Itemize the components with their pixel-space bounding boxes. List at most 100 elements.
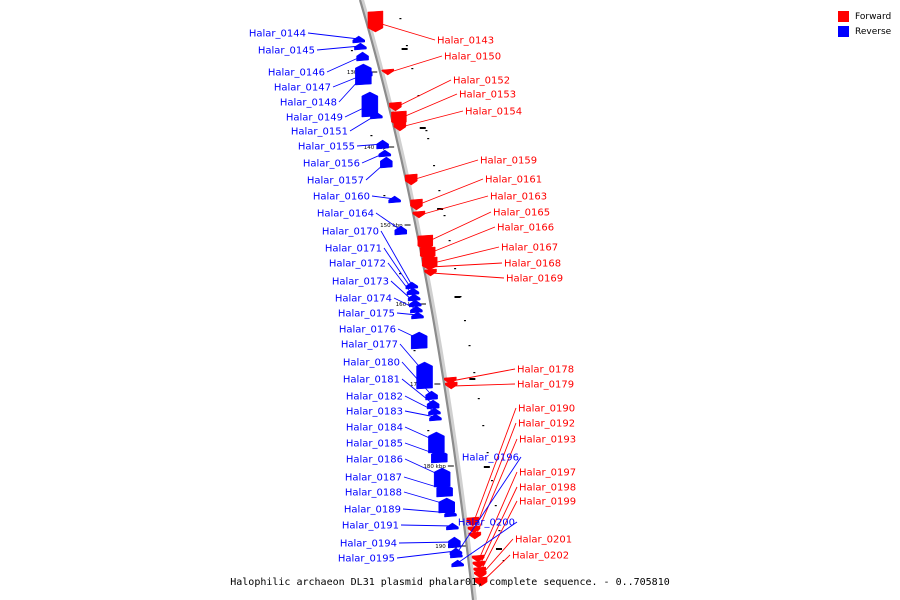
leader-line [307, 32, 359, 40]
gene-label: Halar_0177 [341, 340, 398, 351]
gene-feature [388, 195, 401, 204]
gene-label: Halar_0201 [515, 535, 572, 546]
gene-label: Halar_0147 [274, 83, 331, 94]
scale-tick-label: 140 kbp [364, 145, 387, 151]
gene-label: Halar_0180 [343, 358, 400, 369]
leader-line [457, 521, 518, 564]
leader-line [424, 211, 492, 244]
gene-label: Halar_0199 [519, 497, 576, 508]
gene-label: Halar_0188 [345, 488, 402, 499]
gene-label: Halar_0175 [338, 309, 395, 320]
gene-label: Halar_0186 [346, 455, 403, 466]
minor-dot [443, 215, 446, 217]
gene-feature [381, 68, 395, 76]
minor-dash [419, 127, 426, 129]
gene-feature [378, 149, 392, 158]
leader-line [404, 458, 445, 478]
scale-tick-label: 180 kbp [423, 464, 446, 470]
leader-line [480, 500, 518, 572]
gene-label: Halar_0169 [506, 274, 563, 285]
plasmid-backbone [358, 0, 475, 600]
minor-dot [370, 135, 373, 137]
gene-label: Halar_0174 [335, 294, 392, 305]
gene-label: Halar_0153 [459, 90, 516, 101]
legend-label-reverse: Reverse [855, 26, 892, 37]
leader-line [478, 471, 518, 560]
minor-dot [413, 350, 416, 352]
leader-line [403, 476, 447, 491]
minor-dot [433, 165, 436, 167]
gene-label: Halar_0146 [268, 68, 325, 79]
minor-dot [477, 398, 480, 400]
leader-line [479, 486, 518, 566]
gene-label: Halar_0192 [518, 419, 575, 430]
gene-label: Halar_0190 [518, 404, 575, 415]
gene-label: Halar_0163 [490, 192, 547, 203]
leader-line [393, 297, 417, 310]
leader-line [452, 383, 516, 387]
minor-dash [401, 48, 408, 50]
gene-feature [426, 399, 440, 410]
gene-label: Halar_0191 [342, 521, 399, 532]
leader-line [387, 262, 415, 298]
gene-label: Halar_0193 [519, 435, 576, 446]
gene-feature [424, 268, 437, 277]
minor-dot [486, 452, 489, 454]
gene-feature [446, 522, 459, 531]
leader-line [398, 541, 455, 544]
gene-label: Halar_0149 [286, 113, 343, 124]
gene-feature [356, 51, 369, 62]
minor-dot [468, 345, 471, 347]
leader-line [481, 554, 511, 583]
leader-line [361, 152, 385, 164]
gene-label: Halar_0165 [493, 208, 550, 219]
leader-line [456, 456, 522, 555]
gene-label: Halar_0145 [258, 46, 315, 57]
minor-dash [454, 296, 461, 298]
gene-label: Halar_0166 [497, 223, 554, 234]
leader-line [419, 195, 489, 216]
gene-label: Halar_0187 [345, 473, 402, 484]
minor-dot [438, 190, 441, 192]
gene-label: Halar_0161 [485, 175, 542, 186]
gene-label: Halar_0155 [298, 142, 355, 153]
gene-label: Halar_0198 [519, 483, 576, 494]
gene-feature [433, 467, 451, 488]
gene-feature [406, 287, 420, 296]
gene-feature [444, 376, 457, 385]
leader-line [399, 343, 427, 376]
leader-line [356, 143, 383, 147]
gene-label: Halar_0183 [346, 407, 403, 418]
gene-label: Halar_0150 [444, 52, 501, 63]
minor-dot [427, 138, 430, 140]
minor-dot [405, 45, 408, 47]
gene-label: Halar_0156 [303, 159, 360, 170]
leader-line [417, 178, 484, 206]
leader-line [396, 312, 418, 316]
legend-item-forward: Forward [838, 9, 891, 24]
legend: Forward Reverse [838, 9, 891, 39]
gene-label: Halar_0172 [329, 259, 386, 270]
feature-layer [352, 10, 488, 587]
leader-line [371, 195, 395, 200]
leader-line [430, 262, 503, 268]
leader-line [390, 280, 416, 304]
gene-label: Halar_0159 [480, 156, 537, 167]
gene-label: Halar_0164 [317, 209, 374, 220]
gene-feature [428, 431, 445, 454]
leader-line [396, 79, 452, 108]
reverse-swatch [838, 26, 849, 37]
gene-label: Halar_0178 [517, 365, 574, 376]
leader-line [365, 161, 387, 181]
leader-line [429, 246, 500, 265]
leader-line [397, 328, 422, 341]
gene-label: Halar_0160 [313, 192, 370, 203]
gene-feature [352, 35, 366, 44]
minor-dot [473, 372, 476, 374]
gene-label: Halar_0200 [458, 518, 515, 529]
leader-line [403, 491, 449, 506]
leader-line [375, 212, 402, 231]
gene-label: Halar_0196 [462, 453, 519, 464]
leader-line [474, 422, 517, 531]
legend-label-forward: Forward [855, 11, 892, 22]
